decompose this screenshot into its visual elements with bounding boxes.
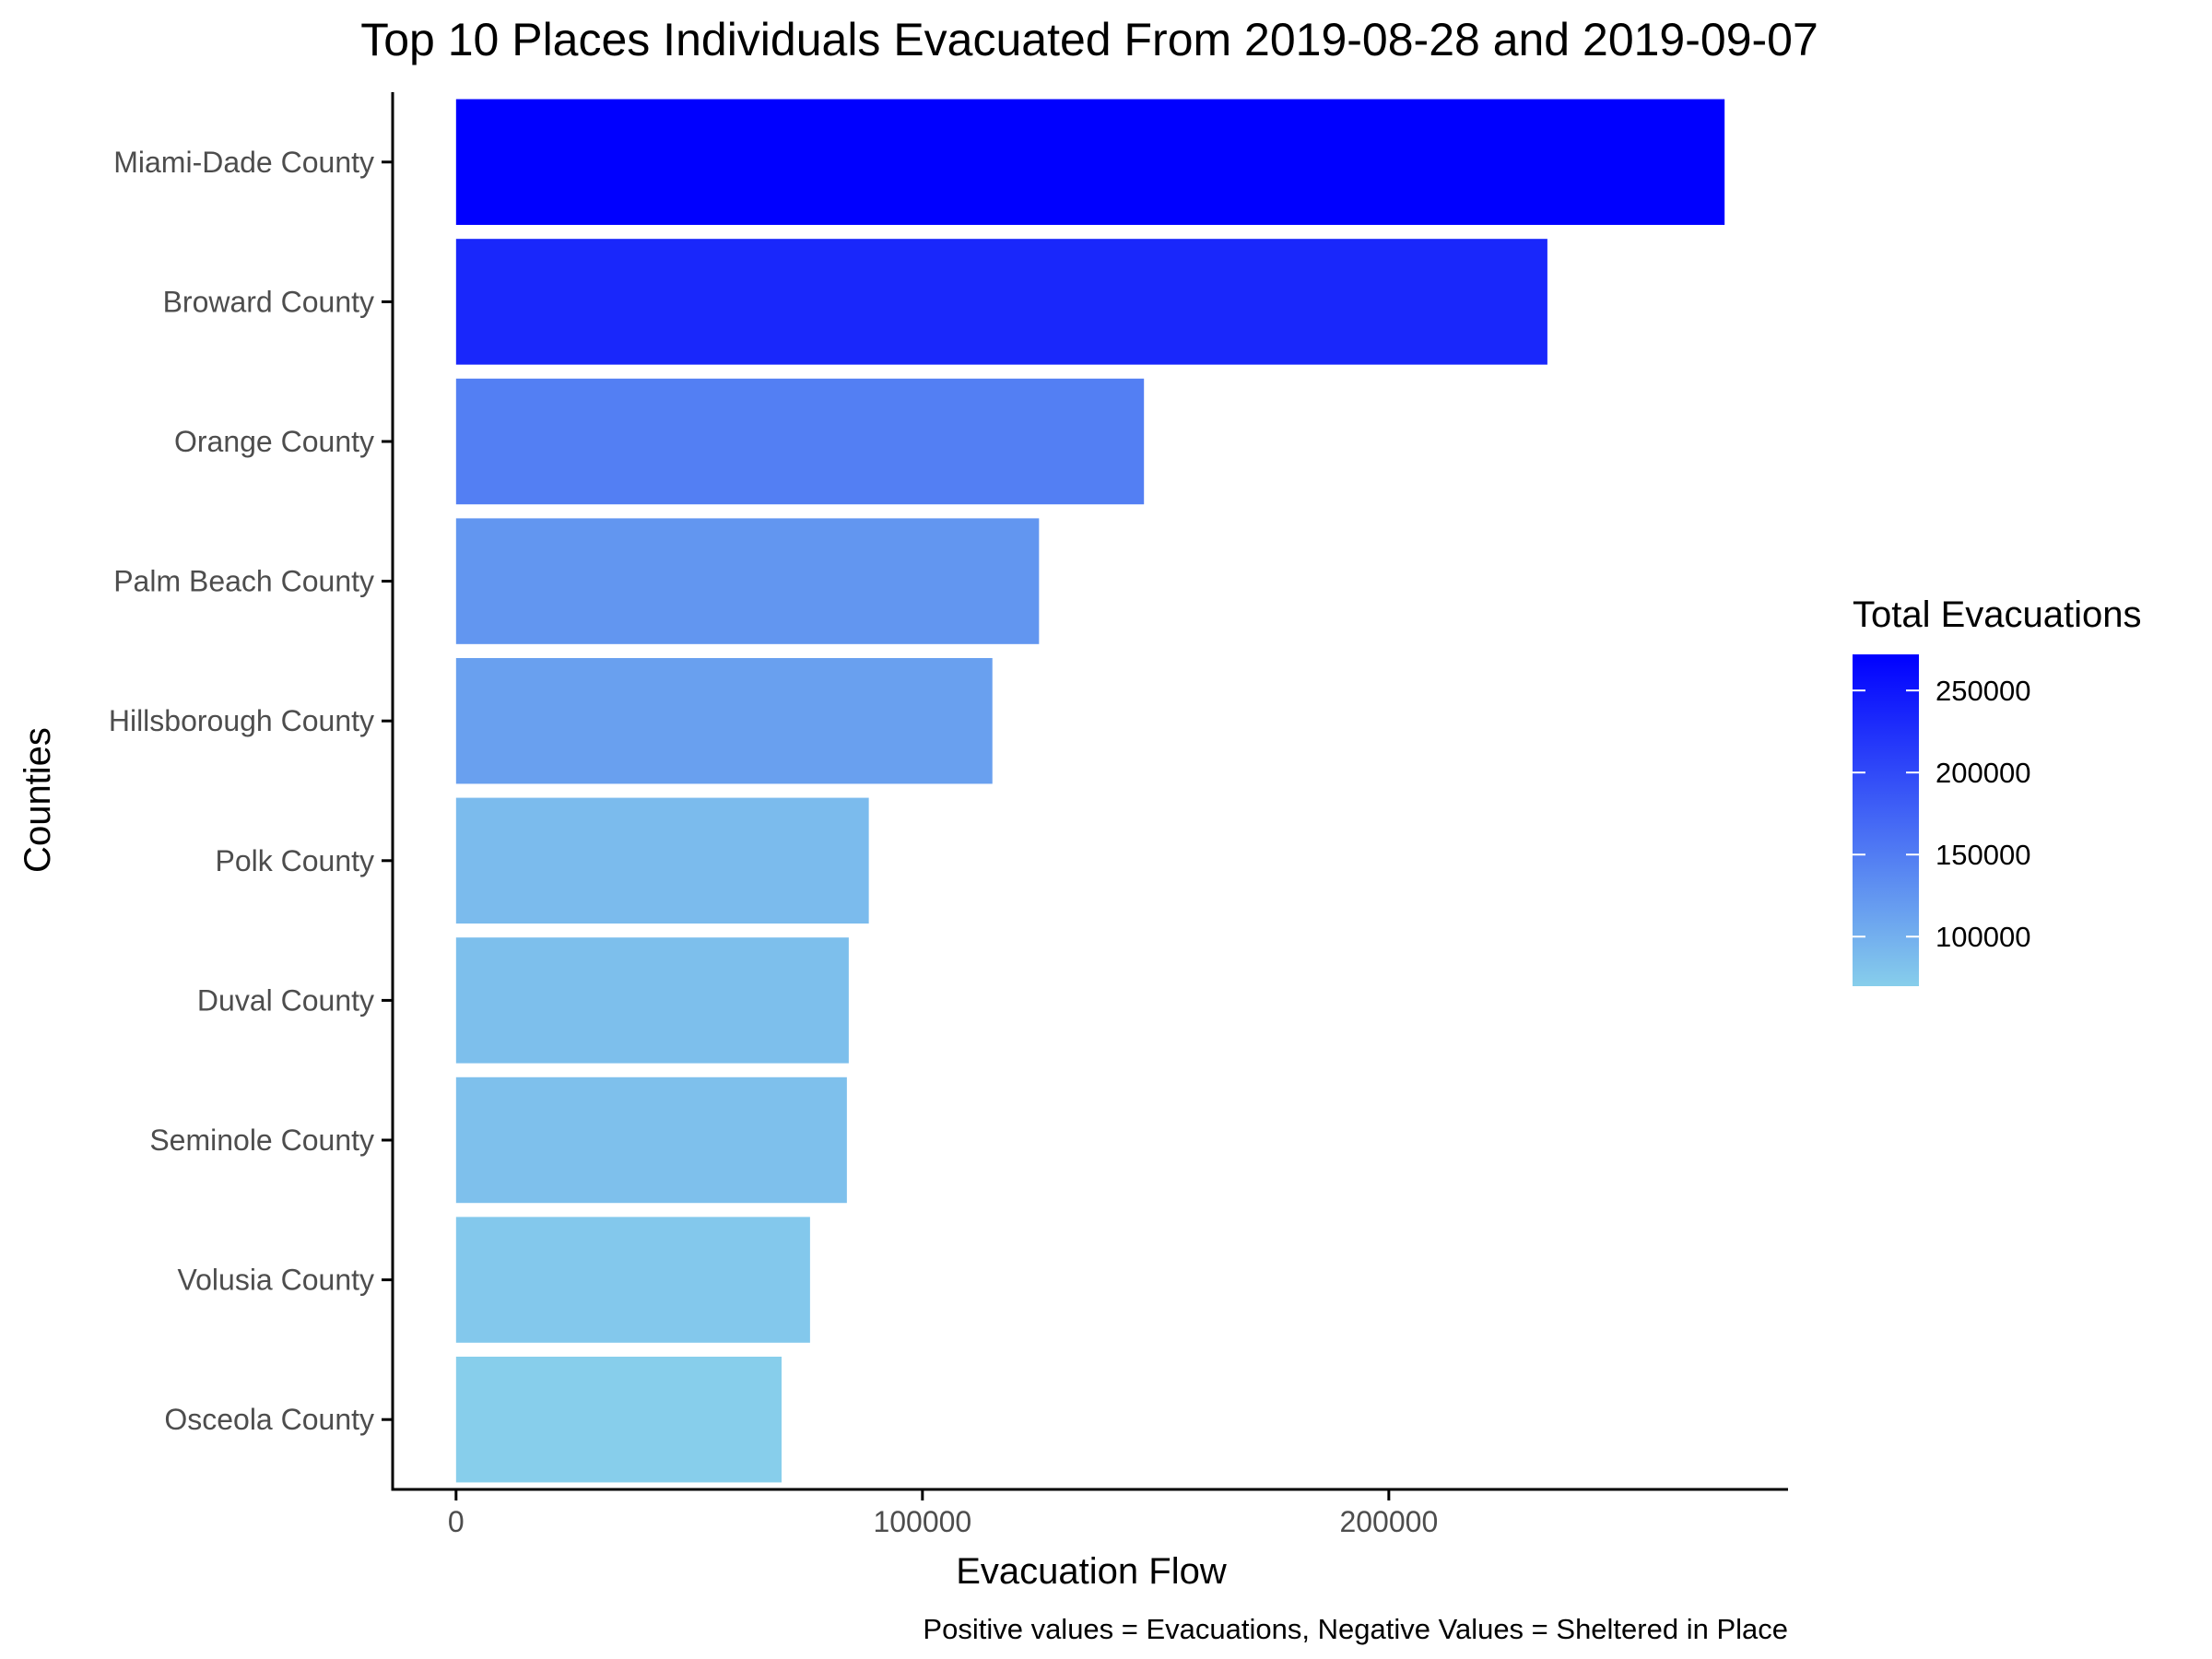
y-tick-label: Volusia County (178, 1264, 374, 1297)
y-ticks-group: Miami-Dade County Broward County Orange Co… (109, 146, 393, 1436)
y-tick-label: Palm Beach County (113, 565, 374, 598)
bar (455, 518, 1040, 644)
bar (455, 1356, 782, 1483)
y-tick-label: Duval County (197, 983, 374, 1017)
chart-caption: Positive values = Evacuations, Negative … (923, 1613, 1788, 1645)
y-tick-label: Orange County (174, 425, 374, 458)
chart-title: Top 10 Places Individuals Evacuated From… (360, 14, 1818, 65)
y-tick-label: Seminole County (149, 1124, 374, 1157)
bar (455, 1217, 810, 1343)
bar (455, 937, 849, 1064)
legend-colorbar (1853, 654, 1919, 986)
x-tick-label: 100000 (873, 1505, 971, 1538)
legend: Total Evacuations 100000 150000 200000 2500… (1853, 594, 2142, 986)
bar (455, 797, 869, 924)
y-axis-title: Counties (18, 727, 58, 873)
x-axis-title: Evacuation Flow (956, 1551, 1227, 1592)
legend-ticks-group: 100000 150000 200000 250000 (1853, 675, 2030, 953)
bar (455, 378, 1145, 505)
y-tick-label: Broward County (163, 285, 374, 318)
x-ticks-group: 0 100000 200000 (448, 1489, 1438, 1538)
legend-tick-label: 250000 (1936, 675, 2030, 707)
legend-tick-label: 150000 (1936, 839, 2030, 871)
legend-title: Total Evacuations (1853, 594, 2142, 635)
y-tick-label: Osceola County (164, 1403, 374, 1436)
bars-group (455, 99, 1725, 1483)
bar (455, 1077, 847, 1204)
x-tick-label: 200000 (1339, 1505, 1438, 1538)
bar (455, 239, 1547, 365)
bar (455, 99, 1725, 226)
y-tick-label: Polk County (215, 844, 374, 877)
y-tick-label: Miami-Dade County (113, 146, 374, 179)
x-tick-label: 0 (448, 1505, 465, 1538)
bar (455, 657, 993, 784)
y-tick-label: Hillsborough County (109, 704, 374, 737)
legend-tick-label: 200000 (1936, 757, 2030, 789)
legend-tick-label: 100000 (1936, 921, 2030, 953)
